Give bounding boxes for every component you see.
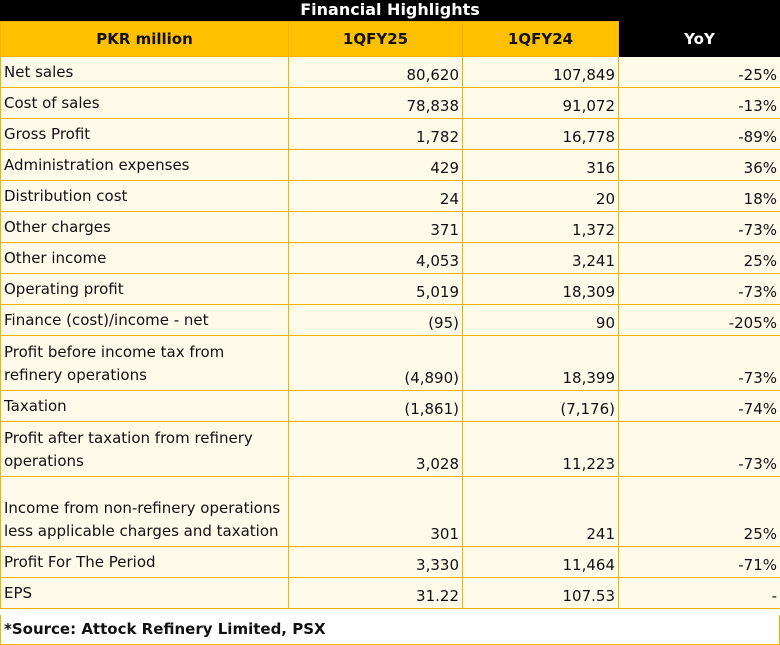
- row-value-1qfy24: 20: [462, 180, 619, 212]
- row-value-yoy: -73%: [618, 273, 780, 305]
- row-value-yoy: -74%: [618, 390, 780, 422]
- row-value-yoy: -73%: [618, 421, 780, 477]
- header-1qfy25: 1QFY25: [288, 21, 463, 57]
- table-row: Other charges 371 1,372 -73%: [0, 211, 780, 243]
- table-row: Cost of sales 78,838 91,072 -13%: [0, 87, 780, 119]
- table-row: Income from non-refinery operations less…: [0, 476, 780, 547]
- row-label: Income from non-refinery operations less…: [0, 476, 289, 547]
- row-value-1qfy24: 107,849: [462, 56, 619, 88]
- row-value-yoy: -73%: [618, 211, 780, 243]
- row-value-yoy: -25%: [618, 56, 780, 88]
- row-label: Cost of sales: [0, 87, 289, 119]
- row-label: Distribution cost: [0, 180, 289, 212]
- row-value-yoy: -73%: [618, 335, 780, 391]
- table-row: Profit For The Period 3,330 11,464 -71%: [0, 546, 780, 578]
- row-value-yoy: 25%: [618, 476, 780, 547]
- row-label: Other charges: [0, 211, 289, 243]
- row-value-1qfy25: 24: [288, 180, 463, 212]
- row-value-1qfy25: (1,861): [288, 390, 463, 422]
- row-label: Profit after taxation from refinery oper…: [0, 421, 289, 477]
- table-row: Profit before income tax from refinery o…: [0, 335, 780, 391]
- row-value-yoy: -71%: [618, 546, 780, 578]
- row-value-1qfy25: (4,890): [288, 335, 463, 391]
- table-row: Distribution cost 24 20 18%: [0, 180, 780, 212]
- table-body: Net sales 80,620 107,849 -25% Cost of sales 7…: [0, 56, 780, 609]
- row-value-1qfy25: 80,620: [288, 56, 463, 88]
- row-value-1qfy25: 3,330: [288, 546, 463, 578]
- row-value-1qfy24: 90: [462, 304, 619, 336]
- row-value-yoy: -: [618, 577, 780, 609]
- row-value-1qfy25: 4,053: [288, 242, 463, 274]
- row-value-yoy: 25%: [618, 242, 780, 274]
- row-value-1qfy24: 18,309: [462, 273, 619, 305]
- row-value-1qfy25: 31.22: [288, 577, 463, 609]
- table-row: EPS 31.22 107.53-: [0, 577, 780, 609]
- table-row: Net sales 80,620 107,849 -25%: [0, 56, 780, 88]
- table-row: Administration expenses 429 316 36%: [0, 149, 780, 181]
- row-value-1qfy24: (7,176): [462, 390, 619, 422]
- row-value-1qfy25: 1,782: [288, 118, 463, 150]
- row-value-yoy: -205%: [618, 304, 780, 336]
- row-value-1qfy25: 78,838: [288, 87, 463, 119]
- row-label: Other income: [0, 242, 289, 274]
- table-row: Profit after taxation from refinery oper…: [0, 421, 780, 477]
- row-value-1qfy24: 316: [462, 149, 619, 181]
- row-value-1qfy25: 429: [288, 149, 463, 181]
- table-row: Gross Profit 1,782 16,778 -89%: [0, 118, 780, 150]
- row-value-yoy: 18%: [618, 180, 780, 212]
- table-row: Taxation (1,861) (7,176) -74%: [0, 390, 780, 422]
- row-value-1qfy24: 11,223: [462, 421, 619, 477]
- table-row: Other income 4,053 3,241 25%: [0, 242, 780, 274]
- row-value-yoy: 36%: [618, 149, 780, 181]
- row-value-1qfy25: 371: [288, 211, 463, 243]
- row-value-1qfy24: 107.53: [462, 577, 619, 609]
- row-label: Profit before income tax from refinery o…: [0, 335, 289, 391]
- financial-highlights-table: PKR million 1QFY25 1QFY24 YoY Net sales 8…: [0, 21, 780, 609]
- row-label: Taxation: [0, 390, 289, 422]
- row-value-yoy: -13%: [618, 87, 780, 119]
- row-value-1qfy25: (95): [288, 304, 463, 336]
- row-label: Gross Profit: [0, 118, 289, 150]
- row-value-1qfy25: 5,019: [288, 273, 463, 305]
- table-title: Financial Highlights: [0, 0, 780, 21]
- row-value-1qfy24: 1,372: [462, 211, 619, 243]
- row-value-1qfy24: 18,399: [462, 335, 619, 391]
- header-pkr-million: PKR million: [0, 21, 289, 57]
- row-label: Net sales: [0, 56, 289, 88]
- row-label: Operating profit: [0, 273, 289, 305]
- row-label: EPS: [0, 577, 289, 609]
- row-value-1qfy24: 11,464: [462, 546, 619, 578]
- row-value-1qfy25: 3,028: [288, 421, 463, 477]
- table-row: Operating profit 5,019 18,309 -73%: [0, 273, 780, 305]
- row-label: Administration expenses: [0, 149, 289, 181]
- row-value-yoy: -89%: [618, 118, 780, 150]
- row-value-1qfy25: 301: [288, 476, 463, 547]
- header-1qfy24: 1QFY24: [462, 21, 619, 57]
- row-value-1qfy24: 3,241: [462, 242, 619, 274]
- source-note: *Source: Attock Refinery Limited, PSX: [0, 615, 780, 645]
- header-row: PKR million 1QFY25 1QFY24 YoY: [0, 21, 780, 57]
- row-value-1qfy24: 91,072: [462, 87, 619, 119]
- table-row: Finance (cost)/income - net (95) 90 -205%: [0, 304, 780, 336]
- row-label: Profit For The Period: [0, 546, 289, 578]
- header-yoy: YoY: [618, 21, 780, 57]
- row-value-1qfy24: 241: [462, 476, 619, 547]
- row-value-1qfy24: 16,778: [462, 118, 619, 150]
- row-label: Finance (cost)/income - net: [0, 304, 289, 336]
